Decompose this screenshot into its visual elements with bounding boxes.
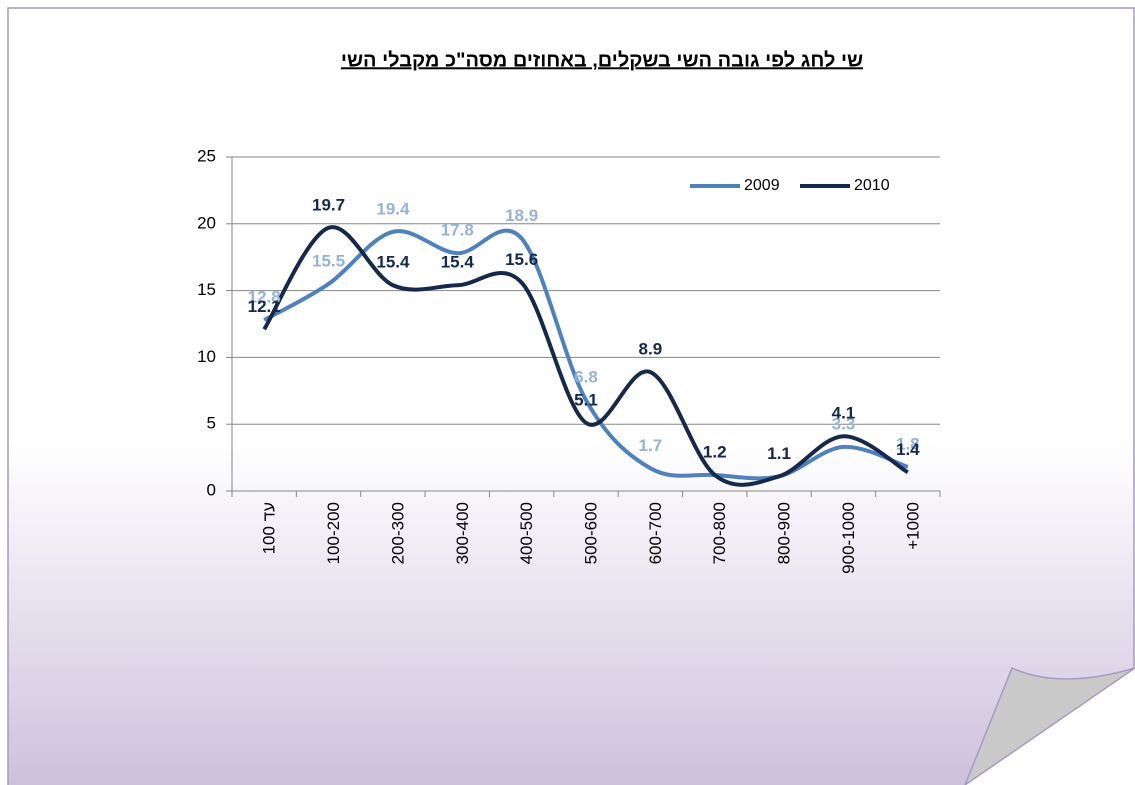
- data-label: 1.7: [639, 436, 663, 455]
- data-label: 15.4: [441, 253, 475, 272]
- x-tick-label: 400-500: [517, 502, 536, 564]
- data-label: 18.9: [505, 206, 538, 225]
- x-tick-label: 700-800: [710, 502, 729, 564]
- x-tick-label: 900-1000: [839, 502, 858, 574]
- legend-label: 2010: [854, 177, 890, 194]
- data-label: 19.7: [312, 195, 345, 214]
- x-tick-label: 600-700: [646, 502, 665, 564]
- y-tick-label: 25: [197, 146, 216, 165]
- data-label: 6.8: [574, 368, 598, 387]
- x-tick-label: +1000: [903, 502, 922, 550]
- data-label: 15.5: [312, 251, 345, 270]
- y-tick-label: 15: [197, 280, 216, 299]
- chart-title: שי לחג לפי גובה השי בשקלים, באחוזים מסה"…: [341, 49, 863, 71]
- x-tick-label: 100-200: [324, 502, 343, 564]
- data-label: 4.1: [832, 404, 856, 423]
- x-tick-label: 800-900: [775, 502, 794, 564]
- data-label: 19.4: [376, 199, 410, 218]
- y-tick-label: 5: [207, 414, 216, 433]
- y-tick-label: 0: [207, 480, 216, 499]
- data-label: 17.8: [441, 221, 474, 240]
- data-label: 1.1: [767, 444, 791, 463]
- data-label: 8.9: [639, 340, 663, 359]
- y-tick-label: 20: [197, 213, 216, 232]
- data-label: 15.6: [505, 250, 538, 269]
- data-label: 12.1: [248, 297, 281, 316]
- data-label: 1.4: [896, 440, 920, 459]
- x-tick-label: 500-600: [581, 502, 600, 564]
- legend-label: 2009: [744, 177, 780, 194]
- x-tick-label: 200-300: [388, 502, 407, 564]
- x-tick-label: עד 100: [260, 502, 279, 555]
- data-label: 1.2: [703, 442, 727, 461]
- y-tick-label: 10: [197, 347, 216, 366]
- chart: שי לחג לפי גובה השי בשקלים, באחוזים מסה"…: [0, 0, 1135, 785]
- data-label: 15.4: [376, 253, 410, 272]
- data-label: 5.1: [574, 390, 598, 409]
- x-tick-label: 300-400: [453, 502, 472, 564]
